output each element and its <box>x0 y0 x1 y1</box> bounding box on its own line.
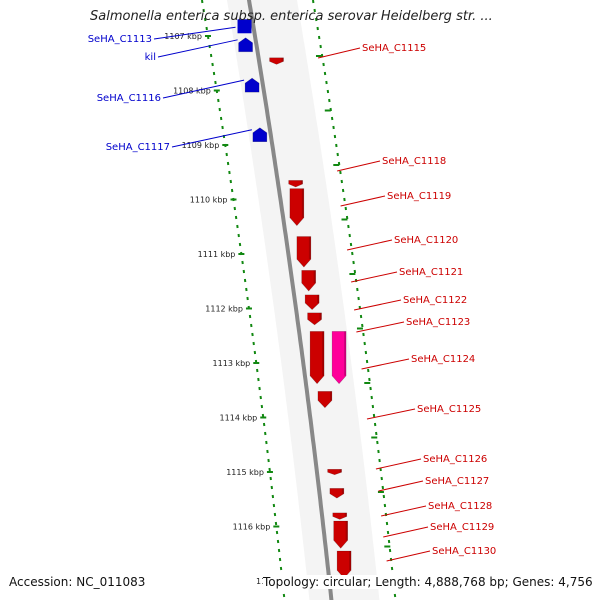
gene-reverse[interactable] <box>336 550 352 579</box>
accession-text: Accession: NC_011083 <box>9 575 146 589</box>
gene-leader <box>351 271 398 283</box>
gene-leader <box>340 195 386 207</box>
tick-label: 1107 kbp <box>164 32 202 41</box>
tick-layer: 1107 kbp 1108 kbp 1109 kbp 1110 kbp 1111 kbp… <box>164 0 397 598</box>
gene-reverse[interactable] <box>327 468 342 476</box>
gene-reverse[interactable] <box>296 236 312 268</box>
gene-reverse-shade <box>345 521 348 541</box>
gene-label: SeHA_C1117 <box>106 142 170 153</box>
label-layer: SeHA_C1115 SeHA_C1118 SeHA_C1119 SeHA_C1120… <box>88 26 496 562</box>
gene-label: SeHA_C1116 <box>97 93 161 104</box>
gene-reverse[interactable] <box>304 294 320 311</box>
gene-reverse[interactable] <box>289 188 305 227</box>
gene-reverse-shade <box>281 57 284 62</box>
gene-label: SeHA_C1119 <box>387 191 451 202</box>
gene-reverse[interactable] <box>288 180 303 188</box>
gene-reverse[interactable] <box>332 512 348 520</box>
gene-reverse-shade <box>317 294 320 303</box>
gene-leader <box>157 39 238 58</box>
gene-leader <box>171 129 252 148</box>
gene-label: SeHA_C1118 <box>382 156 446 167</box>
gene-label: SeHA_C1120 <box>394 235 458 246</box>
gene-reverse[interactable] <box>309 331 325 385</box>
map-title: Salmonella enterica subsp. enterica sero… <box>90 9 493 24</box>
gene-forward[interactable] <box>252 127 268 143</box>
gene-label: SeHA_C1128 <box>428 501 492 512</box>
gene-label: SeHA_C1129 <box>430 522 494 533</box>
gene-reverse[interactable] <box>329 488 345 499</box>
tick-label: 1116 kbp <box>233 523 271 532</box>
backbone-layer <box>227 0 380 600</box>
tick-label: 1113 kbp <box>213 359 251 368</box>
gene-reverse-shade <box>344 512 347 517</box>
gene-reverse-shade <box>313 270 316 284</box>
gene-label: SeHA_C1130 <box>432 546 496 557</box>
tick-label: 1112 kbp <box>205 305 243 314</box>
gene-reverse-shade <box>322 331 325 376</box>
gene-leader <box>354 299 402 311</box>
gene-leader <box>361 358 410 370</box>
gene-label: SeHA_C1113 <box>88 34 152 45</box>
gene-label: SeHA_C1121 <box>399 267 463 278</box>
gene-label: SeHA_C1126 <box>423 454 487 465</box>
backbone-line <box>246 0 334 600</box>
gene-leader <box>337 160 381 172</box>
gene-reverse-shade <box>329 391 332 401</box>
topology-summary: Topology: circular; Length: 4,888,768 bp… <box>263 575 593 589</box>
track-band <box>227 0 380 600</box>
gene-label: SeHA_C1115 <box>362 43 426 54</box>
tick-label: 1109 kbp <box>182 141 220 150</box>
gene-label: SeHA_C1127 <box>425 476 489 487</box>
gene-leader <box>153 26 236 40</box>
gene-leader <box>381 505 427 517</box>
gene-label: SeHA_C1124 <box>411 354 475 365</box>
gene-leader <box>383 526 429 538</box>
tick-label: 1114 kbp <box>220 414 258 423</box>
gene-reverse-shade <box>308 236 311 260</box>
gene-label: SeHA_C1122 <box>403 295 467 306</box>
gene-reverse-shade <box>300 180 303 185</box>
gene-leader <box>386 550 431 562</box>
tick-label: 1111 kbp <box>198 250 236 259</box>
gene-leader <box>378 480 424 492</box>
gene-label: SeHA_C1125 <box>417 404 481 415</box>
gene-reverse-shade <box>339 469 342 473</box>
tick-label: 1115 kbp <box>226 468 264 477</box>
gene-leader <box>162 79 245 99</box>
gene-reverse-shade <box>301 188 304 218</box>
tick-label: 1108 kbp <box>173 87 211 96</box>
feature-block-shade <box>344 331 347 376</box>
gene-reverse[interactable] <box>307 312 322 326</box>
gene-forward[interactable] <box>238 37 253 53</box>
gene-forward[interactable] <box>237 19 252 34</box>
gene-leader <box>356 321 405 333</box>
gene-reverse-shade <box>341 488 344 494</box>
gene-label: kil <box>145 52 156 63</box>
gene-leader <box>366 408 416 420</box>
gene-reverse[interactable] <box>317 391 333 409</box>
tick-label: 1110 kbp <box>190 196 228 205</box>
gene-label: SeHA_C1123 <box>406 317 470 328</box>
feature-block[interactable] <box>331 331 347 385</box>
gene-reverse-shade <box>349 551 352 571</box>
gene-forward[interactable] <box>244 77 260 93</box>
gene-layer <box>237 19 352 579</box>
gene-reverse[interactable] <box>333 520 348 549</box>
gene-reverse[interactable] <box>269 57 284 65</box>
gene-reverse[interactable] <box>301 270 316 292</box>
gene-leader <box>346 239 393 251</box>
gene-reverse-shade <box>319 312 322 320</box>
gene-leader <box>317 47 361 59</box>
gene-leader <box>375 458 422 470</box>
